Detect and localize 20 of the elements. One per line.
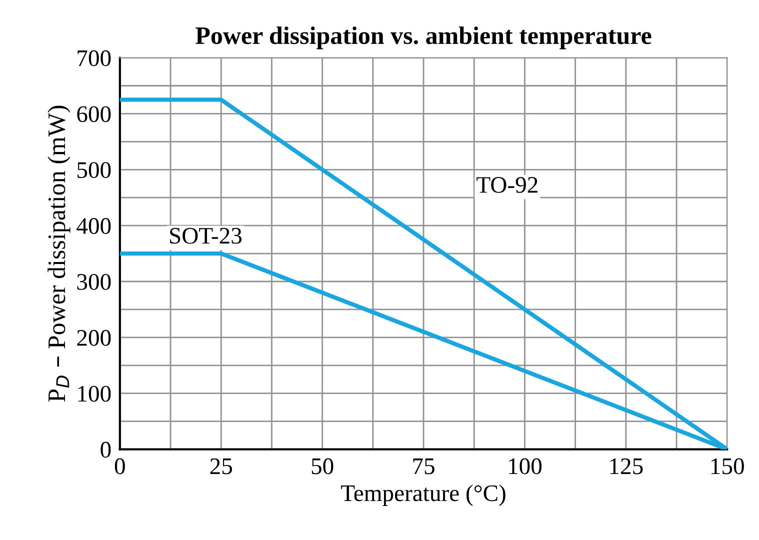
y-tick-label: 200 — [77, 330, 111, 346]
y-tick-label: 0 — [100, 442, 111, 458]
x-tick-label: 75 — [413, 458, 434, 474]
x-tick-label: 100 — [509, 458, 542, 474]
x-tick-label: 50 — [312, 458, 334, 474]
y-tick-label: 100 — [78, 386, 111, 402]
series-label: SOT-23 — [170, 228, 242, 244]
y-tick-label: 700 — [78, 50, 111, 66]
chart-title: Power dissipation vs. ambient temperature — [196, 26, 652, 50]
y-axis-title: P$_{D}$ – Power dissipation (mW) — [48, 106, 70, 402]
x-tick-label: 150 — [711, 458, 744, 474]
x-axis-title: Temperature (°C) — [341, 484, 506, 506]
text: TO-92 — [476, 177, 538, 193]
x-tick-label: 25 — [210, 458, 232, 474]
y-tick-label: 600 — [77, 106, 111, 122]
x-tick-label: 125 — [610, 458, 643, 474]
x-tick-label: 0 — [114, 458, 125, 474]
y-tick-label: 300 — [77, 274, 111, 290]
y-tick-label: 500 — [78, 162, 111, 178]
y-tick-label: 400 — [76, 218, 111, 234]
